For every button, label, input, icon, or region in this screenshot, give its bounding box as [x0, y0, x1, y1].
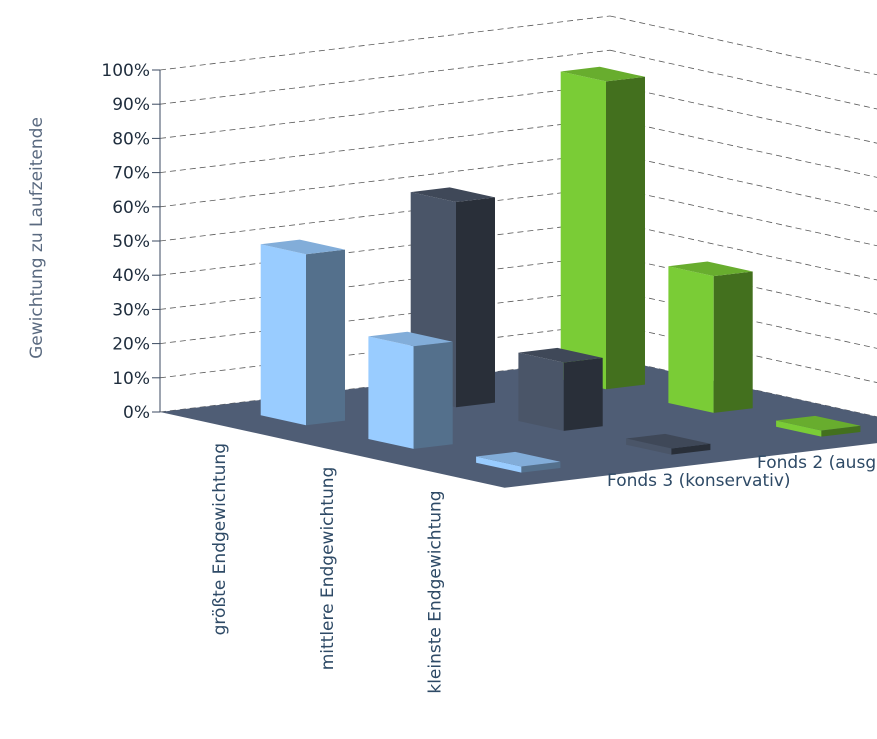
gridline-back — [609, 220, 877, 281]
category-label: kleinste Endgewichtung — [426, 490, 446, 693]
bar-side-face — [713, 271, 753, 413]
bar-front-face — [776, 420, 822, 437]
gridline-back — [609, 49, 877, 110]
bar-front-face — [668, 266, 714, 413]
bar-front-face — [476, 456, 522, 473]
bar-front-face — [560, 71, 606, 390]
bar-front-face — [260, 244, 306, 426]
bar-top-face — [668, 261, 753, 277]
y-tick-label: 0% — [123, 403, 150, 423]
gridline-left — [159, 152, 611, 208]
bar-side-face — [606, 76, 645, 390]
gridline-left — [159, 15, 611, 71]
category-label: mittlere Endgewichtung — [318, 467, 338, 671]
gridline-back — [609, 15, 877, 76]
bar-side-face — [306, 249, 345, 426]
category-labels: größte Endgewichtung mittlere Endgewichtu… — [210, 443, 445, 694]
bar-side-face — [413, 341, 453, 449]
y-tick-label: 10% — [112, 369, 150, 389]
bar-top-face — [410, 187, 495, 202]
bar — [560, 66, 645, 390]
bar-front-face — [518, 352, 564, 431]
gridline-left — [159, 84, 611, 139]
bar-side-face — [456, 197, 495, 408]
bar-front-face — [368, 336, 414, 449]
series-label: Fonds 2 (ausgewogen) — [757, 453, 877, 473]
gridline-back — [609, 152, 877, 212]
y-axis-title: Gewichtung zu Laufzeitende — [27, 117, 47, 359]
bar-side-face — [563, 357, 603, 431]
y-tick-label: 90% — [112, 95, 150, 115]
chart-walls — [159, 15, 877, 418]
bar — [776, 415, 861, 437]
y-axis-ticks: 0% 10% 20% 30% 40% 50% 60% 70% 80% 90% 100% — [101, 61, 160, 423]
y-tick-label: 20% — [112, 335, 150, 355]
gridline-left — [159, 323, 611, 379]
gridline-left — [159, 255, 611, 310]
bar-top-face — [518, 347, 603, 363]
gridline-left — [159, 49, 611, 105]
gridline-left — [159, 289, 611, 344]
bar — [368, 331, 453, 449]
bar-side-face — [671, 443, 711, 455]
gridline-left — [159, 220, 611, 276]
gridline-back — [609, 186, 877, 247]
bar-top-face — [626, 433, 711, 449]
chart-bars — [260, 66, 861, 473]
bar — [260, 239, 345, 426]
bar-top-face — [776, 415, 861, 431]
y-tick-label: 40% — [112, 266, 150, 286]
bar-top-face — [560, 66, 645, 82]
bar — [518, 347, 603, 431]
gridline-left — [159, 186, 611, 242]
bar — [668, 261, 753, 413]
y-tick-label: 50% — [112, 232, 150, 252]
gridline-back — [609, 84, 877, 144]
category-label: größte Endgewichtung — [210, 443, 230, 635]
y-tick-label: 60% — [112, 198, 150, 218]
bar-top-face — [476, 451, 561, 467]
series-label: Fonds 3 (konservativ) — [607, 471, 791, 491]
bar — [626, 433, 711, 455]
bar-front-face — [626, 438, 672, 455]
y-tick-label: 30% — [112, 300, 150, 320]
bar-side-face — [521, 461, 561, 473]
y-tick-label: 100% — [101, 61, 150, 81]
bar-top-face — [260, 239, 345, 255]
series-labels: Fonds 1 (risikoreich)Fonds 2 (ausgewogen… — [607, 453, 877, 491]
y-tick-label: 70% — [112, 164, 150, 184]
gridline-left — [159, 118, 611, 173]
bar — [476, 451, 561, 473]
y-tick-label: 80% — [112, 129, 150, 149]
bar-side-face — [821, 425, 861, 437]
bar-top-face — [368, 331, 453, 347]
gridline-back — [609, 118, 877, 178]
